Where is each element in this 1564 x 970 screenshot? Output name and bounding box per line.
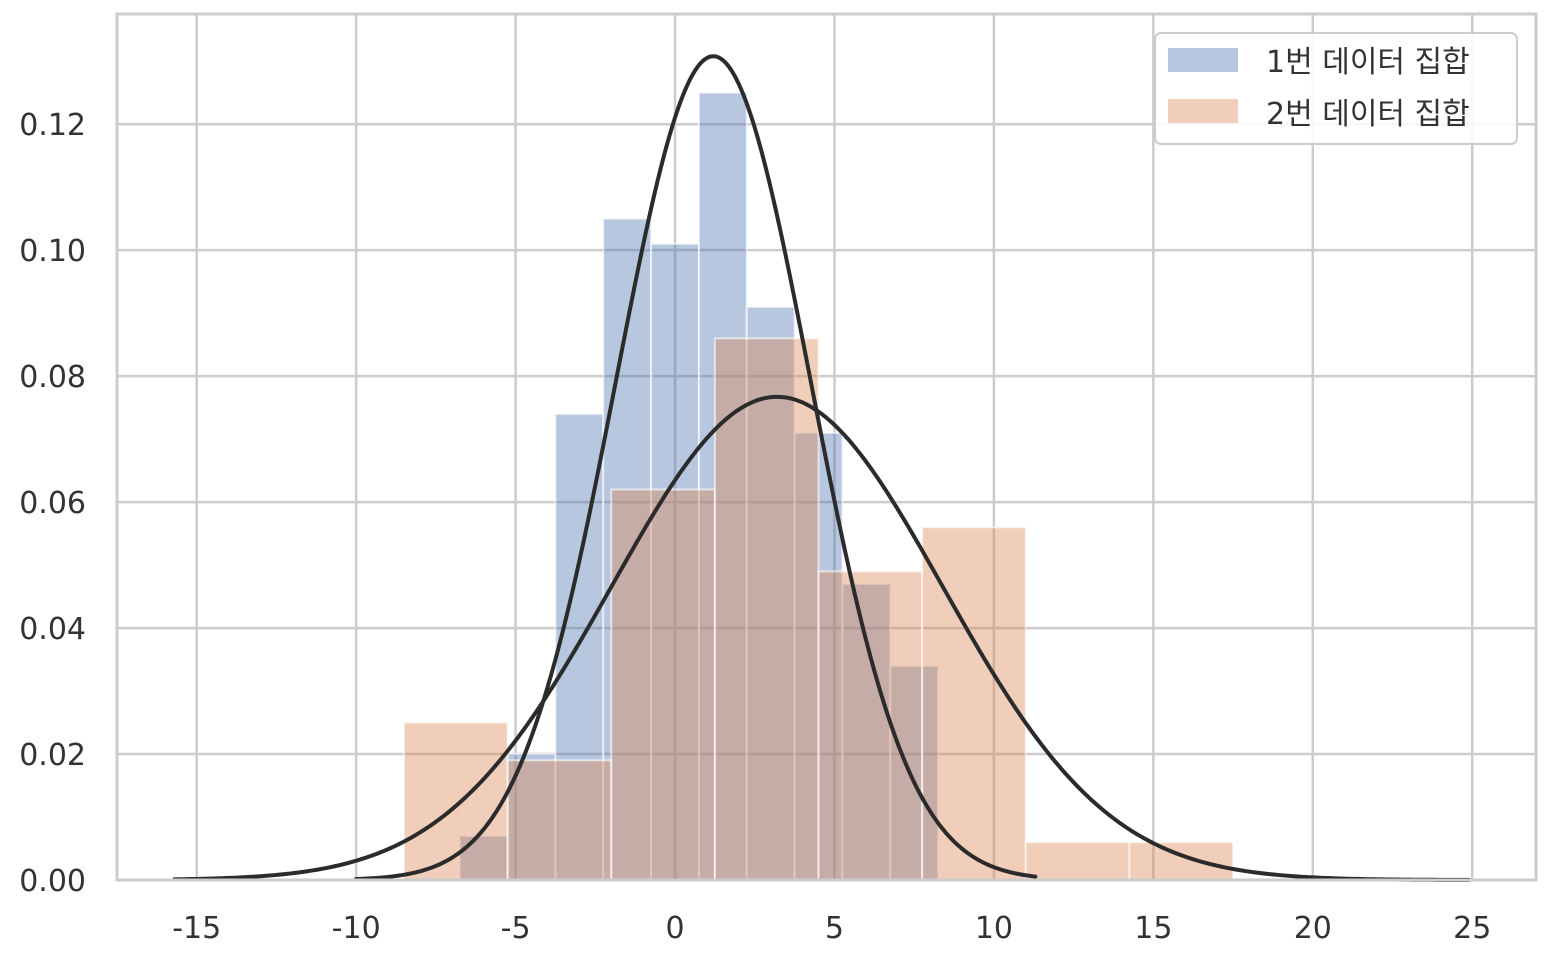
histogram-bar-series-1-bin-4 bbox=[650, 242, 700, 882]
x-tick-label-4: 5 bbox=[825, 911, 844, 946]
histogram-bar-series-2-bin-2 bbox=[610, 488, 716, 881]
legend-box bbox=[1154, 32, 1518, 145]
y-tick-label-1: 0.02 bbox=[19, 738, 86, 773]
legend-label-series-1: 1번 데이터 집합 bbox=[1266, 45, 1470, 80]
histogram-bar-series-2-bin-7 bbox=[1128, 841, 1235, 882]
x-axis-ticks: -15 -10 -5 0 5 10 15 20 25 bbox=[172, 911, 1491, 946]
histogram-bar-series-2-bin-5 bbox=[921, 526, 1027, 881]
y-tick-label-3: 0.06 bbox=[19, 486, 86, 521]
y-tick-label-0: 0.00 bbox=[19, 864, 86, 899]
x-tick-label-1: -10 bbox=[332, 911, 381, 946]
x-tick-label-6: 15 bbox=[1134, 911, 1172, 946]
y-axis-ticks: 0.00 0.02 0.04 0.06 0.08 0.10 0.12 bbox=[19, 108, 86, 899]
y-tick-label-2: 0.04 bbox=[19, 612, 86, 647]
histogram-bar-series-2-bin-1 bbox=[506, 759, 613, 881]
histogram-bar-series-1-bin-9 bbox=[889, 664, 940, 881]
fit-curves bbox=[172, 54, 1472, 882]
histogram-bar-series-1-bin-5 bbox=[697, 91, 748, 881]
fit-curve-series-2 bbox=[172, 394, 1472, 882]
x-tick-label-0: -15 bbox=[172, 911, 221, 946]
y-tick-label-6: 0.12 bbox=[19, 108, 86, 143]
histogram-bars bbox=[402, 91, 1235, 882]
histogram-bar-series-2-bin-4 bbox=[817, 570, 924, 881]
x-tick-label-7: 20 bbox=[1294, 911, 1332, 946]
histogram-bar-series-2-bin-3 bbox=[713, 337, 820, 881]
x-tick-label-5: 10 bbox=[975, 911, 1013, 946]
x-tick-label-2: -5 bbox=[501, 911, 531, 946]
histogram-bar-series-2-bin-6 bbox=[1024, 841, 1131, 882]
x-tick-label-3: 0 bbox=[665, 911, 684, 946]
x-tick-label-8: 25 bbox=[1453, 911, 1491, 946]
legend: 1번 데이터 집합 2번 데이터 집합 bbox=[1154, 32, 1518, 145]
legend-swatch-series-1 bbox=[1168, 48, 1238, 72]
y-tick-label-5: 0.10 bbox=[19, 234, 86, 269]
legend-swatch-series-2 bbox=[1168, 99, 1238, 123]
fit-curve-series-1 bbox=[354, 54, 1038, 882]
plot-frame bbox=[115, 12, 1538, 882]
legend-label-series-2: 2번 데이터 집합 bbox=[1266, 97, 1470, 132]
y-tick-label-4: 0.08 bbox=[19, 360, 86, 395]
